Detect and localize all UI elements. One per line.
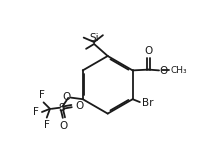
- Text: F: F: [39, 91, 45, 100]
- Text: Br: Br: [142, 98, 153, 108]
- Text: O: O: [144, 45, 153, 56]
- Text: F: F: [33, 107, 39, 117]
- Text: F: F: [44, 120, 50, 131]
- Text: O: O: [75, 101, 83, 111]
- Text: O: O: [62, 92, 70, 102]
- Text: O: O: [60, 121, 68, 131]
- Text: S: S: [59, 103, 65, 112]
- Text: O: O: [160, 66, 168, 76]
- Text: CH₃: CH₃: [170, 66, 187, 75]
- Text: Si: Si: [90, 33, 99, 43]
